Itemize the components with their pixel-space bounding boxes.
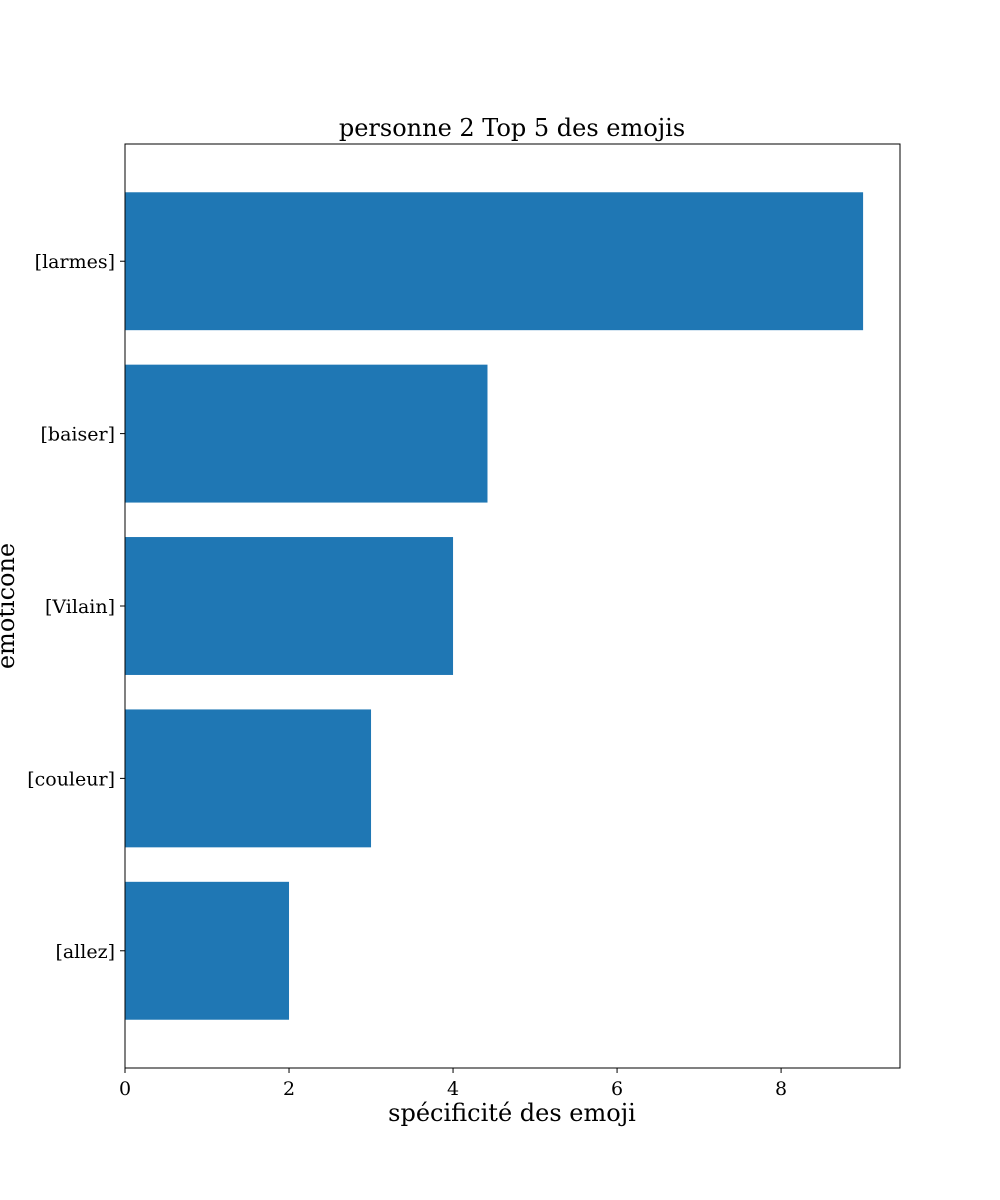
- y-axis-label: émoticône: [0, 543, 20, 669]
- bar-larmes: [125, 192, 864, 331]
- bar-allez: [125, 881, 290, 1020]
- bar-baiser: [125, 364, 488, 503]
- x-tick-label: 2: [283, 1078, 295, 1100]
- bars-group: [125, 192, 864, 1020]
- y-tick-label: [baiser]: [41, 424, 115, 446]
- y-tick-label: [larmes]: [35, 251, 115, 273]
- bar-couleur: [125, 709, 372, 848]
- x-tick-label: 8: [775, 1078, 787, 1100]
- x-tick-label: 4: [447, 1078, 459, 1100]
- y-tick-label: [allez]: [55, 941, 115, 963]
- y-tick-label: [Vilain]: [45, 596, 115, 618]
- x-tick-label: 6: [611, 1078, 623, 1100]
- x-axis-label: spécificité des emoji: [388, 1099, 636, 1127]
- x-axis: 0 2 4 6 8: [119, 1068, 787, 1100]
- bar-vilain: [125, 537, 454, 675]
- y-axis: [larmes] [baiser] [Vilain] [couleur] [allez]: [27, 251, 125, 963]
- x-tick-label: 0: [119, 1078, 131, 1100]
- chart-title: personne 2 Top 5 des emojis: [339, 114, 685, 142]
- y-tick-label: [couleur]: [27, 768, 115, 790]
